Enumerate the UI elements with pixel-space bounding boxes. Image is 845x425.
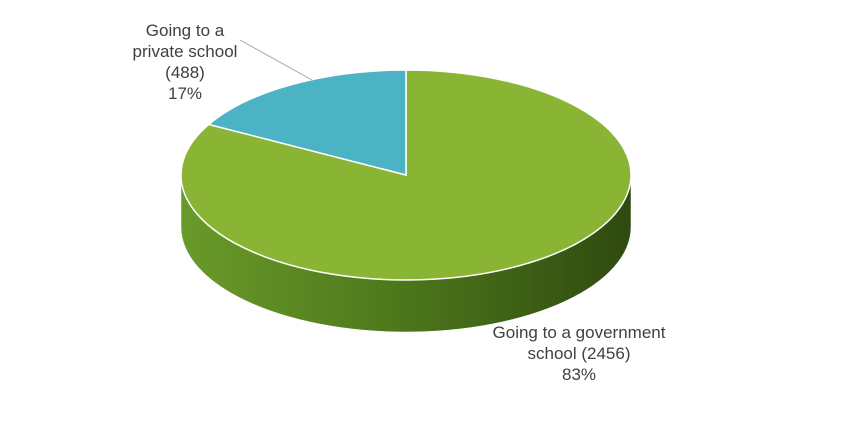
leader-line — [239, 39, 313, 81]
slice-label: Going to a government school (2456) 83% — [473, 322, 685, 385]
slice-percent: 17% — [167, 84, 203, 103]
pie-slice — [207, 69, 407, 176]
slice-name: Going to a government school (2456) — [492, 323, 666, 363]
slice-label: Going to a private school (488) 17% — [129, 20, 241, 104]
slice-name: Going to a private school (488) — [132, 21, 238, 82]
pie-slice — [180, 69, 632, 281]
slice-percent: 83% — [561, 365, 597, 384]
